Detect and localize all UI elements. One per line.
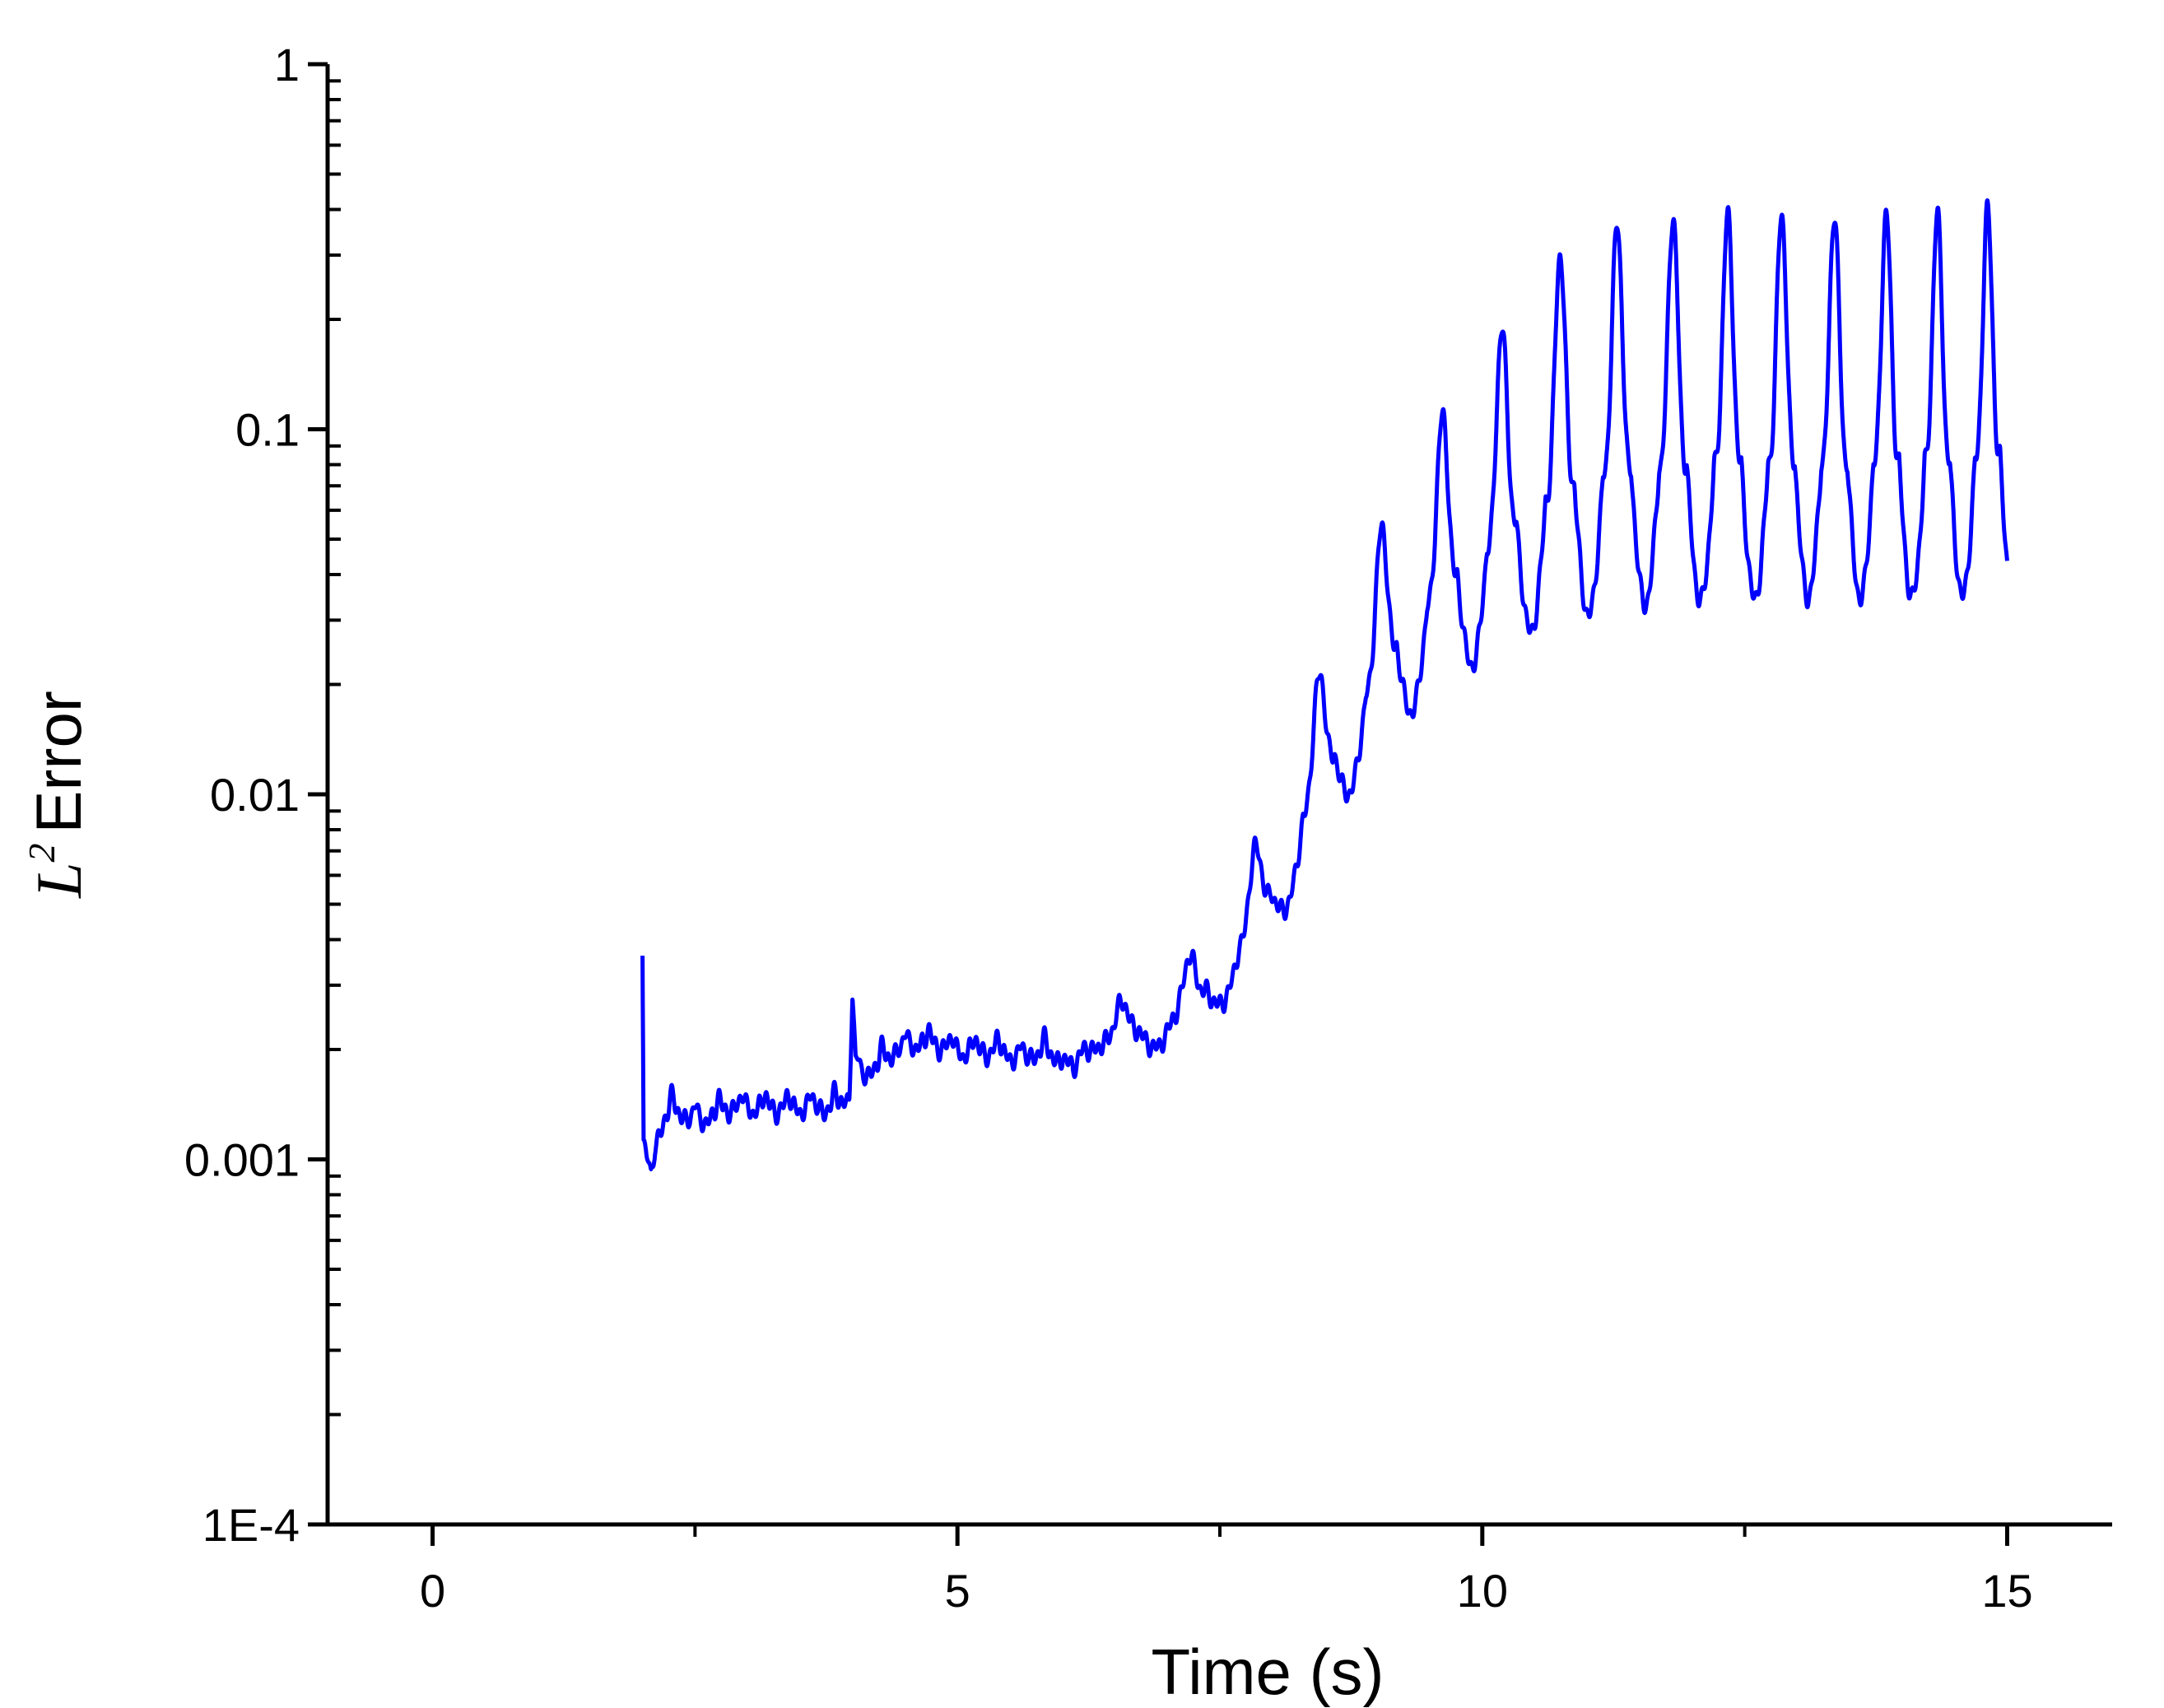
y-axis-title-symbol: L [23,862,95,898]
plot-area [640,198,2009,1171]
x-tick-label: 15 [1981,1565,2032,1617]
y-axis-title-text: Error [22,691,95,833]
y-tick-label: 1 [274,39,300,91]
x-axis-ticks: 0 5 10 15 [420,1524,2033,1617]
y-axis-title: L2 Error [21,691,95,899]
y-tick-label: 0.01 [210,769,300,821]
y-axis-title-superscript: 2 [21,843,63,862]
x-tick-label: 5 [945,1565,970,1617]
y-tick-label: 0.1 [235,404,300,456]
x-tick-label: 0 [420,1565,445,1617]
axes [325,64,2112,1527]
x-axis-title: Time (s) [1151,1636,1384,1708]
y-axis-ticks: 1 0.1 0.01 0.001 1E-4 [184,39,341,1551]
x-tick-label: 10 [1457,1565,1508,1617]
series-line [640,198,2009,1171]
y-tick-label: 0.001 [184,1134,300,1186]
y-tick-label: 1E-4 [202,1499,300,1551]
